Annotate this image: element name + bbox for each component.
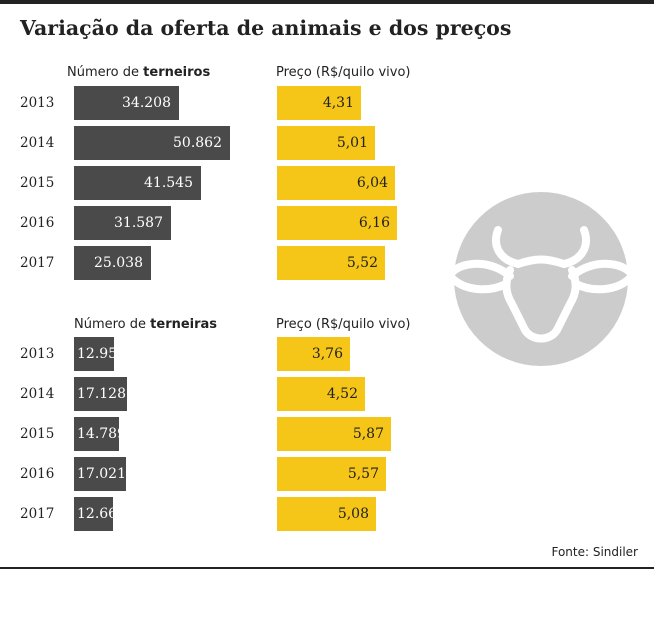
price-bar-terneiros-2017: 5,52 — [277, 246, 385, 280]
count-bar-terneiras-2014: 17.128 — [74, 377, 127, 411]
source-note: Fonte: Sindiler — [551, 545, 638, 559]
price-bar-terneiras-2013: 3,76 — [277, 337, 350, 371]
year-label-terneiras-2017: 2017 — [20, 506, 55, 522]
price-bar-terneiras-2014: 4,52 — [277, 377, 365, 411]
year-label-terneiros-2014: 2014 — [20, 135, 55, 151]
year-label-terneiras-2015: 2015 — [20, 426, 55, 442]
price-bar-terneiros-2013: 4,31 — [277, 86, 361, 120]
price-bar-terneiros-2015: 6,04 — [277, 166, 395, 200]
year-label-terneiras-2014: 2014 — [20, 386, 55, 402]
terneiras-count-header: Número de terneiras — [74, 317, 218, 332]
count-bar-terneiras-2017: 12.661 — [74, 497, 126, 531]
count-bar-terneiras-2016: 17.021 — [74, 457, 126, 491]
year-label-terneiras-2016: 2016 — [20, 466, 55, 482]
cow-head-icon — [446, 192, 636, 366]
terneiros-count-header: Número de terneiros — [67, 65, 211, 80]
count-bar-terneiros-2014: 50.862 — [74, 126, 230, 160]
price-bar-terneiras-2017: 5,08 — [277, 497, 376, 531]
top-rule — [0, 0, 654, 4]
count-bar-terneiros-2013: 34.208 — [74, 86, 179, 120]
price-bar-terneiros-2014: 5,01 — [277, 126, 375, 160]
bottom-rule — [0, 567, 654, 569]
count-bar-terneiras-2013: 12.950 — [74, 337, 126, 371]
price-bar-terneiros-2016: 6,16 — [277, 206, 397, 240]
year-label-terneiros-2016: 2016 — [20, 215, 55, 231]
price-bar-terneiras-2015: 5,87 — [277, 417, 391, 451]
price-bar-terneiras-2016: 5,57 — [277, 457, 386, 491]
year-label-terneiros-2015: 2015 — [20, 175, 55, 191]
count-bar-terneiras-2015: 14.789 — [74, 417, 126, 451]
count-bar-terneiros-2015: 41.545 — [74, 166, 201, 200]
year-label-terneiras-2013: 2013 — [20, 346, 55, 362]
terneiras-price-header: Preço (R$/quilo vivo) — [276, 317, 411, 332]
count-bar-terneiros-2017: 25.038 — [74, 246, 151, 280]
chart-title: Variação da oferta de animais e dos preç… — [20, 16, 512, 40]
year-label-terneiros-2013: 2013 — [20, 95, 55, 111]
terneiros-price-header: Preço (R$/quilo vivo) — [276, 65, 411, 80]
count-bar-terneiros-2016: 31.587 — [74, 206, 171, 240]
year-label-terneiros-2017: 2017 — [20, 255, 55, 271]
